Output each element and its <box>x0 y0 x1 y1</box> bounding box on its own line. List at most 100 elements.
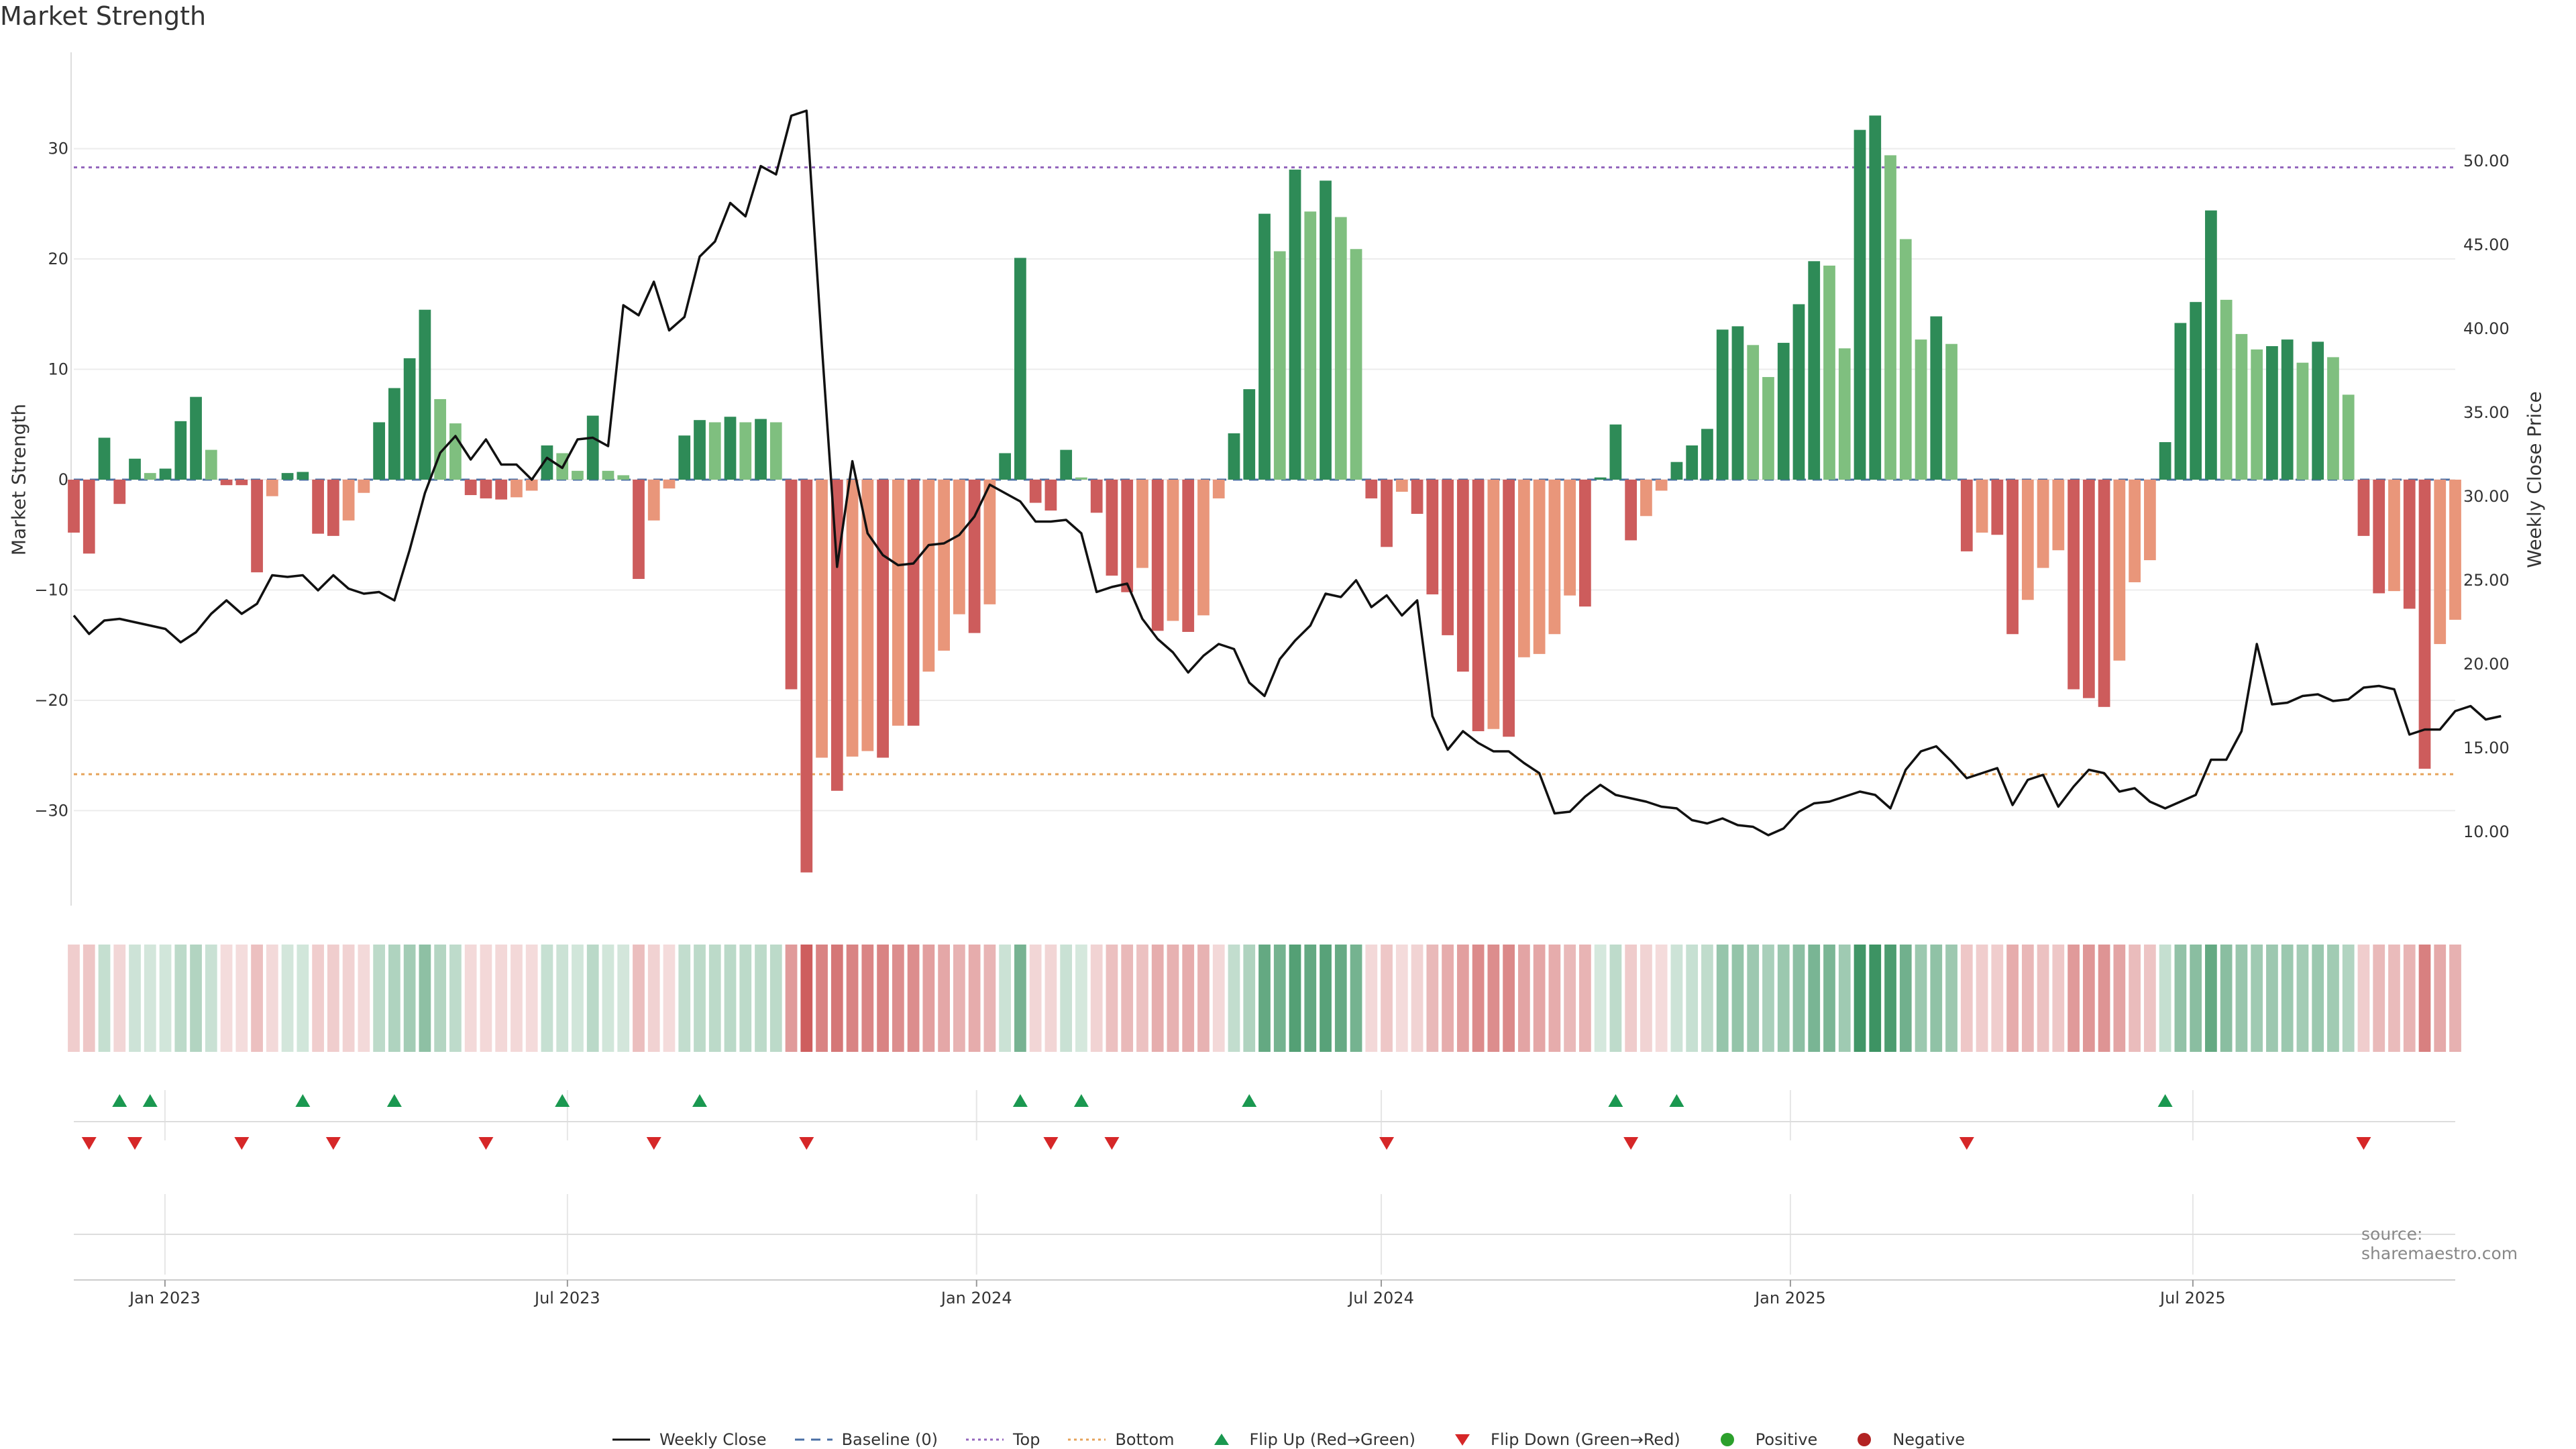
strength-bar <box>174 421 187 480</box>
heat-cell <box>2266 945 2278 1052</box>
strength-bar <box>2418 480 2431 769</box>
strength-bar <box>266 480 278 496</box>
strength-bar <box>1609 424 1622 480</box>
strength-bar <box>1060 449 1073 480</box>
heat-cell <box>2190 945 2202 1052</box>
legend-item: Flip Up (Red→Green) <box>1201 1430 1415 1449</box>
heat-cell <box>1930 945 1943 1052</box>
flip-down-marker <box>1623 1137 1639 1150</box>
flip-up-marker <box>112 1094 127 1107</box>
strength-bar <box>1212 480 1225 498</box>
strength-bar <box>541 445 553 480</box>
heat-cell <box>816 945 828 1052</box>
heat-cell <box>1686 945 1699 1052</box>
legend-swatch <box>612 1438 650 1441</box>
strength-bar <box>2082 480 2095 698</box>
strength-bar <box>617 475 630 480</box>
heat-cell <box>2296 945 2309 1052</box>
strength-bar <box>785 480 798 690</box>
heat-cell <box>1670 945 1683 1052</box>
strength-bar <box>1838 348 1851 480</box>
strength-bar <box>2129 480 2141 582</box>
heat-cell <box>1014 945 1026 1052</box>
strength-bar <box>1456 480 1469 672</box>
strength-bar <box>1503 480 1515 737</box>
strength-bar <box>2251 349 2263 480</box>
heat-cell <box>1731 945 1744 1052</box>
strength-bar <box>1808 261 1821 480</box>
legend-label: Top <box>1012 1430 1040 1449</box>
heat-cell <box>2434 945 2447 1052</box>
strength-bar <box>1228 433 1240 480</box>
heat-cell <box>449 945 462 1052</box>
heat-cell <box>373 945 386 1052</box>
strength-bar <box>190 396 202 480</box>
strength-bar <box>1197 480 1210 616</box>
heat-cell <box>1320 945 1332 1052</box>
heat-cell <box>2235 945 2248 1052</box>
heat-cell <box>1472 945 1485 1052</box>
heat-cell <box>1594 945 1607 1052</box>
flip-up-marker <box>1608 1094 1623 1107</box>
strength-bar <box>1151 480 1164 631</box>
heat-cell <box>2052 945 2065 1052</box>
strength-bar <box>1625 480 1638 541</box>
legend-label: Weekly Close <box>659 1430 767 1449</box>
legend-label: Positive <box>1755 1430 1818 1449</box>
heat-cell <box>663 945 676 1052</box>
heat-cell <box>800 945 813 1052</box>
flip-up-marker <box>386 1094 402 1107</box>
heat-cell <box>2418 945 2431 1052</box>
strength-bar <box>2312 341 2324 480</box>
heat-cell <box>480 945 492 1052</box>
heat-cell <box>572 945 584 1052</box>
heat-cell <box>511 945 523 1052</box>
strength-bar <box>2159 442 2171 480</box>
heat-cell <box>1915 945 1927 1052</box>
strength-bar <box>769 422 782 480</box>
strength-bar <box>1915 339 1927 480</box>
heat-cell <box>190 945 202 1052</box>
heat-cell <box>1136 945 1148 1052</box>
heat-cell <box>694 945 706 1052</box>
x-tick-label: Jan 2025 <box>1754 1289 1826 1307</box>
heat-cell <box>327 945 339 1052</box>
strength-bar <box>2220 299 2233 480</box>
strength-bar <box>235 480 248 486</box>
strength-bar <box>2434 480 2447 645</box>
heat-cell <box>1823 945 1835 1052</box>
heat-cell <box>281 945 294 1052</box>
legend-swatch <box>1068 1438 1106 1441</box>
strength-bar <box>2281 339 2294 480</box>
heat-cell <box>541 945 553 1052</box>
strength-bar <box>1442 480 1454 635</box>
strength-bar <box>1670 462 1683 480</box>
strength-bar <box>312 480 324 534</box>
legend-swatch <box>1214 1434 1229 1445</box>
heat-cell <box>419 945 431 1052</box>
heat-cell <box>1976 945 1988 1052</box>
strength-bar <box>2098 480 2110 707</box>
legend-label: Flip Down (Green→Red) <box>1491 1430 1680 1449</box>
heat-cell <box>1197 945 1210 1052</box>
heat-cell <box>1044 945 1057 1052</box>
strength-bar <box>938 480 950 651</box>
strength-bar <box>1655 480 1668 491</box>
heat-cell <box>1090 945 1103 1052</box>
heat-cell <box>2357 945 2370 1052</box>
y-right-ticks: 10.00 15.00 20.00 25.00 30.00 35.00 40.00 45.00… <box>2463 152 2510 841</box>
strength-bar <box>1411 480 1424 514</box>
strength-bar <box>159 468 172 480</box>
heat-cell <box>968 945 981 1052</box>
strength-bar <box>1594 477 1607 480</box>
strength-bar <box>1395 480 1408 492</box>
heat-cell <box>1075 945 1087 1052</box>
heat-cell <box>1991 945 2004 1052</box>
y-right-tick-label: 40.00 <box>2463 319 2510 338</box>
strength-bar <box>816 480 828 758</box>
legend-item: Positive <box>1707 1430 1818 1449</box>
heat-cell <box>1365 945 1378 1052</box>
heat-cell <box>877 945 889 1052</box>
heat-cell <box>1228 945 1240 1052</box>
x-tick-label: Jul 2024 <box>1347 1289 1414 1307</box>
